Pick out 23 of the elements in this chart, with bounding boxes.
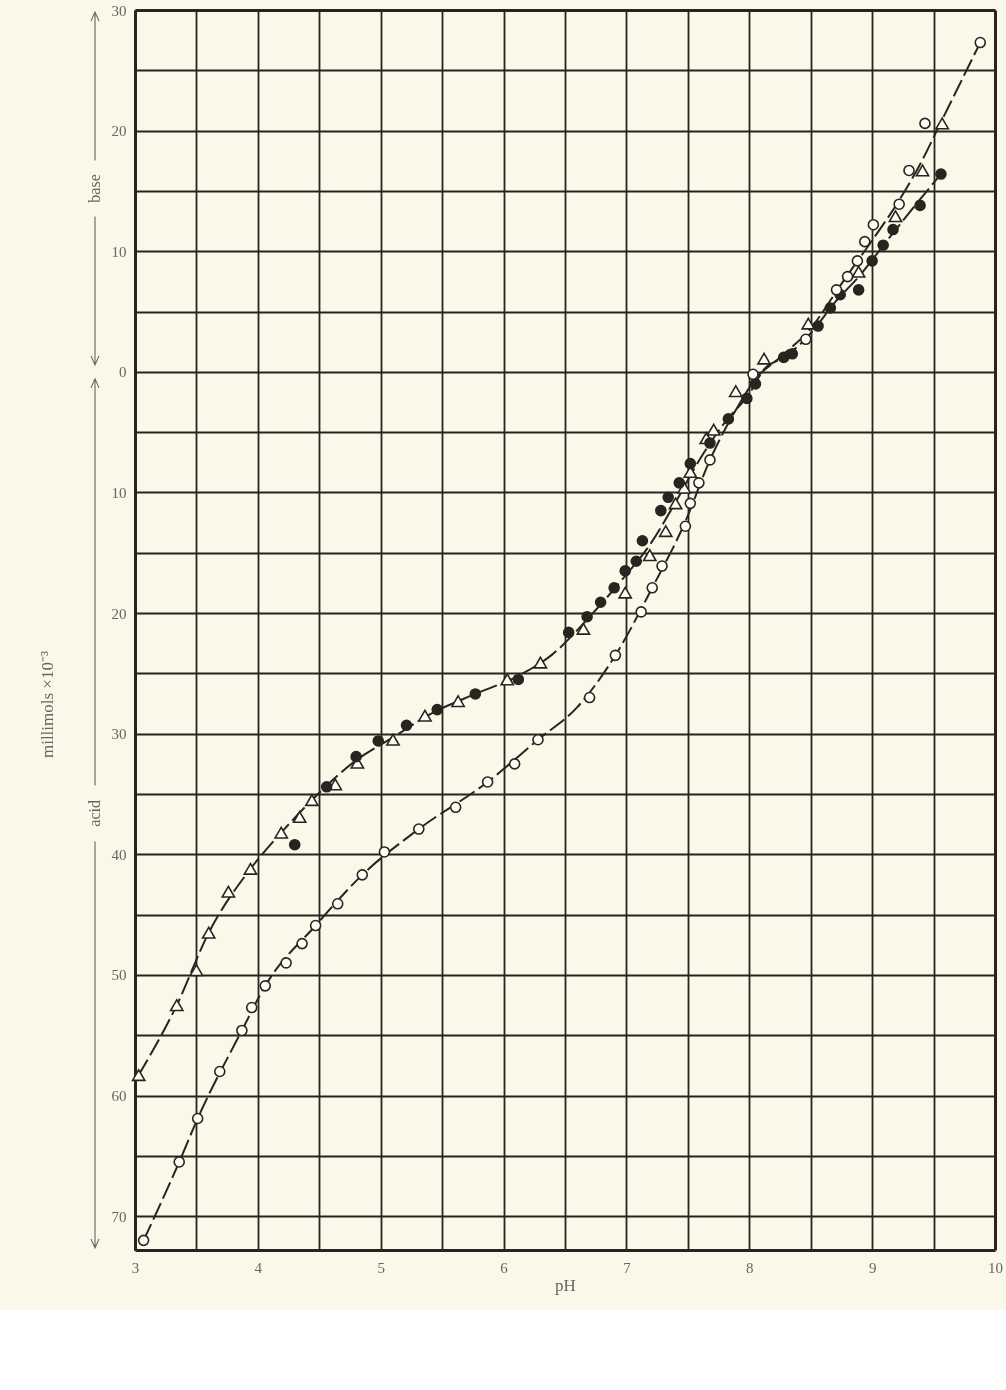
y-tick-label: 20 [111,123,127,140]
y-tick-label: 40 [111,846,127,863]
y-tick-label: 70 [111,1208,127,1225]
x-axis-title: pH [555,1275,576,1295]
y-axis-title: millimols ×10⁻³ [37,650,57,759]
y-tick-label: 0 [119,364,127,381]
x-tick-label: 8 [746,1259,754,1276]
x-tick-label: 5 [377,1259,385,1276]
y-tick-label: 30 [111,2,127,19]
text: base [86,174,103,203]
y-tick-label: 20 [111,605,127,622]
text: acid [86,800,103,827]
x-tick-label: 6 [500,1259,509,1276]
x-tick-label: 3 [131,1259,140,1276]
x-tick-label: 9 [868,1259,877,1276]
y-tick-label: 60 [111,1088,127,1105]
y-tick-label: 10 [111,484,127,501]
x-tick-label: 10 [988,1259,1003,1276]
x-tick-label: 4 [254,1259,263,1276]
y-tick-label: 50 [111,967,127,984]
x-tick-label: 7 [623,1259,632,1276]
y-tick-label: 30 [111,726,127,743]
y-tick-label: 10 [111,243,127,260]
